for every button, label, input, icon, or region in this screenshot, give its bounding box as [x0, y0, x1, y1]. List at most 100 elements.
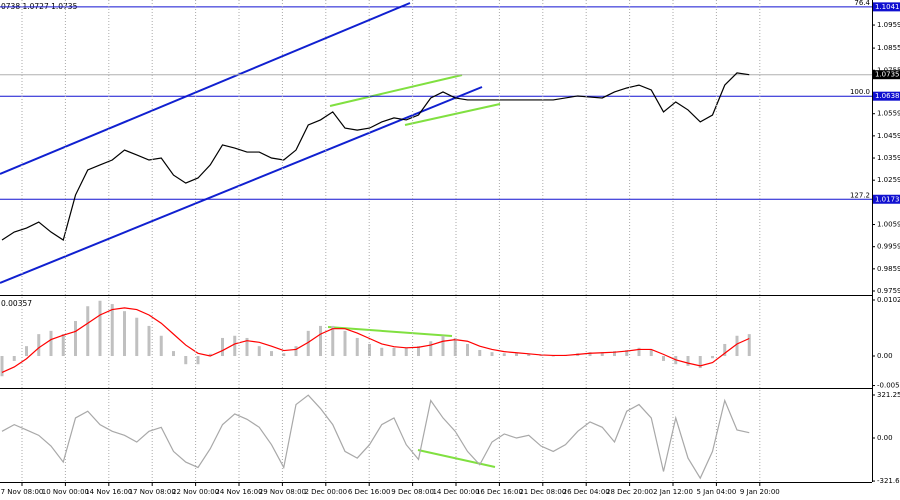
x-tick-label: 14 Nov 16:00	[85, 488, 132, 496]
x-tick-label: 6 Dec 16:00	[348, 488, 391, 496]
y-tick-label: 0.00	[877, 352, 893, 360]
y-tick-label: 1.0855	[877, 44, 900, 52]
histogram-bar	[588, 352, 592, 357]
histogram-bar	[453, 337, 457, 357]
histogram-bar	[233, 335, 237, 357]
y-tick-label: 1.0559	[877, 110, 900, 118]
panel-label: 0.00357	[1, 299, 32, 308]
series-line	[1, 72, 750, 241]
histogram-bar	[711, 356, 714, 359]
x-tick-label: 7 Nov 08:00	[1, 488, 44, 496]
y-tick-label: 0.9859	[877, 265, 900, 273]
histogram-bar	[25, 346, 28, 357]
level-value: 1.1041	[875, 3, 900, 11]
series-line	[1, 394, 750, 480]
histogram-bar	[184, 356, 188, 365]
histogram-bar	[527, 353, 531, 357]
histogram-bar	[37, 334, 41, 357]
histogram-bar	[12, 356, 16, 361]
histogram-bar	[49, 330, 53, 357]
histogram-bar	[61, 334, 65, 357]
divergence-line	[329, 74, 463, 107]
level-box	[873, 194, 900, 204]
level-value: 1.0638	[875, 92, 900, 100]
histogram-bar	[208, 353, 212, 357]
histogram-bar	[110, 304, 114, 357]
y-tick-label: -321.6054	[877, 477, 900, 485]
level-label: 100.0	[850, 88, 870, 96]
y-tick-label: 1.0259	[877, 176, 900, 184]
histogram-bar	[662, 356, 665, 361]
histogram-bar	[368, 343, 371, 357]
histogram-bar	[98, 300, 102, 357]
x-tick-label: 14 Dec 00:00	[432, 488, 479, 496]
x-tick-label: 9 Jan 20:00	[740, 488, 780, 496]
y-tick-label: 1.0459	[877, 132, 900, 140]
histogram-bar	[319, 325, 322, 357]
histogram-bar	[294, 346, 298, 357]
histogram-bar	[429, 341, 433, 357]
y-tick-label: 0.9959	[877, 243, 900, 251]
histogram-bar	[196, 356, 200, 365]
y-tick-label: 1.0959	[877, 21, 900, 29]
histogram-bar	[245, 337, 249, 357]
histogram-bar	[735, 335, 739, 357]
divergence-line	[327, 326, 453, 337]
histogram-bar	[441, 335, 445, 357]
y-tick-label: 0.01024	[877, 296, 900, 304]
x-tick-label: 10 Nov 00:00	[42, 488, 89, 496]
histogram-bar	[502, 353, 506, 357]
histogram-bar	[686, 356, 690, 366]
histogram-bar	[135, 317, 139, 357]
histogram-bar	[625, 349, 629, 357]
histogram-bar	[392, 347, 396, 357]
histogram-bar	[600, 352, 604, 357]
level-label: 127.2	[850, 191, 870, 199]
y-tick-label: 0.00	[877, 434, 893, 442]
histogram-bar	[86, 306, 90, 357]
x-tick-label: 21 Dec 08:00	[519, 488, 566, 496]
histogram-bar	[515, 353, 518, 357]
histogram-bar	[221, 337, 224, 357]
x-tick-label: 22 Nov 00:00	[172, 488, 219, 496]
y-tick-label: -0.0054	[877, 382, 900, 390]
series-line	[1, 307, 750, 373]
x-tick-label: 24 Nov 16:00	[215, 488, 262, 496]
x-tick-label: 2 Dec 00:00	[304, 488, 347, 496]
divergence-line	[417, 449, 496, 468]
histogram-bar	[466, 343, 469, 357]
histogram-bar	[123, 311, 126, 357]
x-tick-label: 2 Jan 12:00	[653, 488, 693, 496]
histogram-bar	[747, 334, 751, 357]
histogram-bar	[282, 353, 286, 357]
histogram-bar	[613, 351, 616, 357]
histogram-bar	[331, 325, 335, 357]
histogram-bar	[257, 346, 261, 357]
x-tick-label: 16 Dec 16:00	[476, 488, 523, 496]
x-tick-label: 5 Jan 04:00	[696, 488, 736, 496]
y-tick-label: 321.2557	[877, 391, 900, 399]
x-tick-label: 9 Dec 08:00	[391, 488, 434, 496]
histogram-bar	[637, 347, 641, 357]
x-tick-label: 29 Nov 08:00	[259, 488, 306, 496]
histogram-bar	[159, 335, 163, 357]
level-label: 76.4	[854, 0, 870, 7]
histogram-bar	[551, 356, 555, 357]
histogram-bar	[723, 343, 727, 357]
histogram-bar	[0, 356, 4, 377]
x-tick-label: 17 Nov 08:00	[129, 488, 176, 496]
histogram-bar	[698, 356, 702, 369]
histogram-bar	[478, 349, 482, 357]
histogram-bar	[74, 321, 77, 357]
x-tick-label: 26 Dec 04:00	[563, 488, 610, 496]
histogram-bar	[404, 347, 408, 357]
histogram-bar	[355, 337, 359, 357]
y-tick-label: 1.0359	[877, 154, 900, 162]
x-tick-label: 28 Dec 20:00	[606, 488, 653, 496]
histogram-bar	[490, 352, 494, 357]
last-price-value: 1.0735	[875, 71, 900, 79]
channel-upper	[0, 2, 411, 175]
histogram-bar	[147, 325, 151, 357]
